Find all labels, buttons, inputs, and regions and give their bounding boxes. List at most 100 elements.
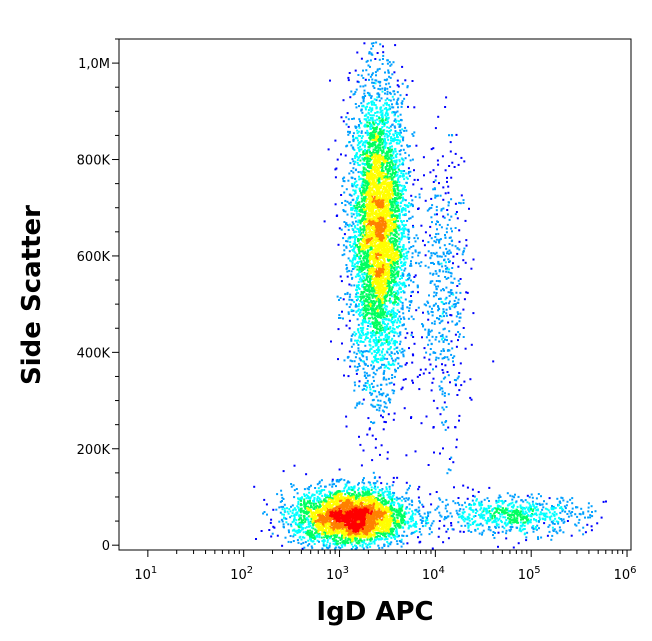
- event-point: [348, 223, 351, 226]
- event-point: [391, 272, 394, 275]
- event-point: [370, 132, 372, 135]
- event-point: [391, 256, 394, 259]
- event-point: [378, 303, 381, 306]
- event-point: [360, 322, 363, 325]
- event-point: [385, 296, 388, 299]
- event-point: [365, 298, 367, 301]
- event-point: [405, 93, 408, 96]
- event-point: [385, 283, 388, 286]
- event-point: [392, 418, 395, 421]
- event-point: [348, 283, 351, 286]
- event-point: [392, 188, 395, 191]
- event-point: [370, 421, 373, 423]
- event-point: [402, 316, 405, 319]
- event-point: [382, 277, 384, 280]
- event-point: [374, 308, 377, 311]
- event-point: [367, 219, 370, 221]
- event-point: [355, 210, 358, 213]
- event-point: [401, 284, 404, 287]
- event-point: [361, 182, 364, 185]
- event-point: [400, 135, 403, 138]
- event-point: [357, 343, 360, 346]
- event-point: [382, 297, 384, 300]
- event-point: [342, 210, 345, 213]
- event-point: [390, 355, 393, 358]
- event-point: [376, 249, 379, 252]
- event-point: [329, 79, 331, 82]
- event-point: [367, 238, 370, 241]
- event-point: [374, 288, 377, 291]
- event-point: [398, 310, 401, 313]
- event-point: [399, 275, 402, 278]
- event-point: [367, 155, 370, 158]
- event-point: [384, 177, 387, 180]
- event-point: [377, 323, 380, 326]
- event-point: [400, 196, 403, 199]
- event-point: [378, 93, 381, 96]
- event-point: [361, 216, 364, 219]
- event-point: [386, 135, 389, 138]
- event-point: [387, 170, 389, 173]
- event-point: [391, 280, 394, 283]
- event-point: [358, 267, 361, 270]
- event-point: [411, 199, 414, 202]
- event-point: [366, 91, 369, 94]
- event-point: [364, 174, 367, 176]
- event-point: [379, 296, 382, 299]
- event-point: [401, 190, 404, 193]
- event-point: [414, 250, 417, 253]
- event-point: [376, 339, 378, 342]
- event-point: [381, 270, 384, 273]
- event-point: [384, 201, 387, 204]
- event-point: [385, 280, 388, 283]
- event-point: [355, 212, 358, 215]
- event-point: [371, 168, 374, 171]
- event-point: [347, 125, 350, 128]
- event-point: [365, 182, 368, 185]
- event-point: [401, 234, 404, 236]
- event-point: [393, 175, 396, 178]
- event-point: [383, 124, 386, 127]
- event-point: [357, 239, 360, 242]
- event-point: [408, 309, 410, 312]
- event-point: [374, 270, 377, 273]
- event-point: [393, 233, 396, 236]
- event-point: [370, 220, 373, 223]
- event-point: [354, 202, 357, 205]
- event-point: [367, 350, 370, 353]
- event-point: [375, 326, 378, 329]
- event-point: [367, 112, 370, 115]
- event-point: [417, 254, 420, 257]
- event-point: [379, 279, 382, 282]
- event-point: [375, 330, 378, 333]
- event-point: [401, 227, 404, 230]
- event-point: [366, 382, 369, 385]
- event-point: [382, 298, 385, 301]
- event-point: [369, 285, 372, 287]
- event-point: [370, 95, 373, 98]
- event-point: [375, 99, 378, 102]
- event-point: [356, 253, 359, 256]
- event-point: [346, 224, 349, 226]
- event-point: [389, 346, 392, 348]
- event-point: [381, 200, 384, 202]
- event-point: [402, 136, 405, 139]
- event-point: [355, 332, 358, 335]
- event-point: [366, 433, 369, 436]
- event-point: [369, 127, 372, 130]
- event-point: [384, 71, 386, 74]
- event-point: [366, 379, 369, 382]
- event-point: [365, 204, 368, 207]
- event-point: [388, 353, 391, 356]
- event-point: [378, 229, 380, 232]
- event-point: [378, 338, 381, 341]
- event-point: [415, 144, 418, 147]
- event-point: [378, 268, 381, 270]
- event-point: [372, 386, 375, 389]
- event-point: [348, 350, 351, 353]
- event-point: [385, 350, 388, 353]
- event-point: [393, 389, 396, 392]
- event-point: [351, 261, 354, 264]
- event-point: [391, 174, 393, 176]
- event-point: [351, 360, 354, 363]
